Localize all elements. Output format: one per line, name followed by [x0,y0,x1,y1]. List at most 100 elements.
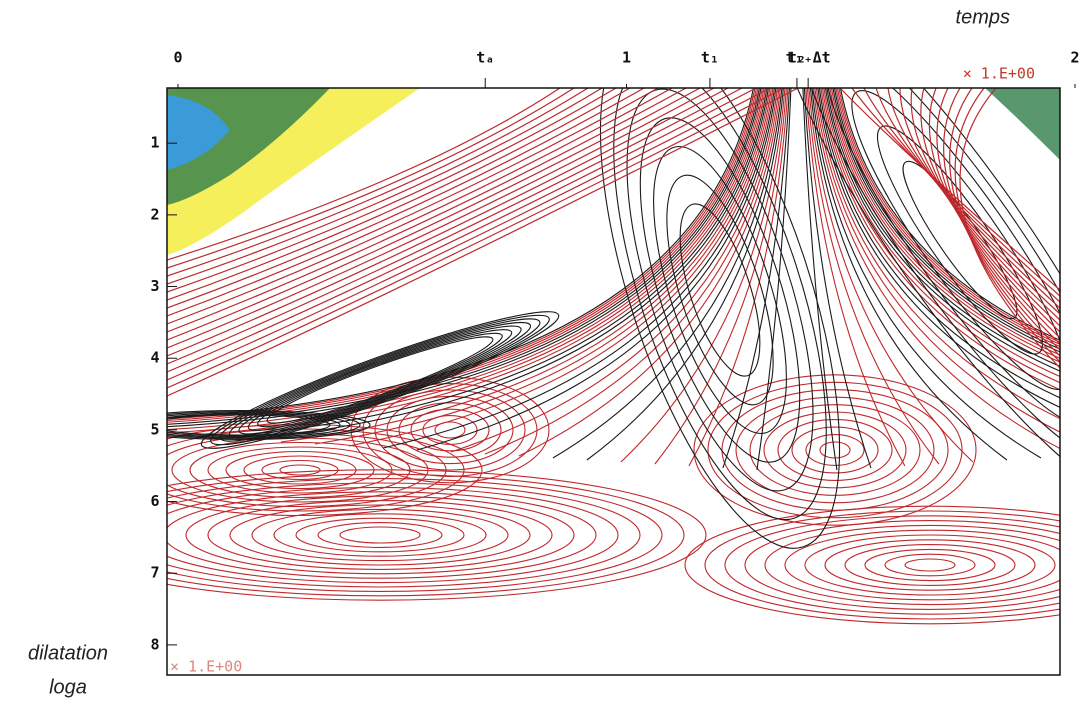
blue-region [167,95,230,170]
contour-line [167,88,759,423]
contour-line [167,88,743,365]
contour-line [639,117,801,463]
contour-line [735,396,935,504]
y-tick-label: 7 [150,564,159,582]
contour-line [599,88,841,549]
y-tick-label: 3 [150,277,159,295]
contour-line [200,311,560,449]
contour-line [167,88,729,357]
contour-line [744,520,1060,610]
contour-line [707,381,963,519]
contour-line [167,88,762,428]
contour-line [518,88,781,457]
contour-line [943,88,1060,351]
contour-line [167,478,663,592]
plot-frame [166,87,1061,676]
contour-line [225,450,375,490]
contour-line [679,203,761,377]
contour-line [279,464,321,476]
y-tick-label: 4 [150,349,159,367]
contour-line [167,88,799,397]
contour-line [207,446,393,494]
contour-line [954,88,1060,363]
contour-line [805,433,865,467]
contour-line [802,88,838,471]
contour-line [920,88,1060,333]
contour-line [167,482,641,588]
contour-line [246,88,769,441]
contour-line [167,88,757,373]
contour-line [820,88,1060,391]
green-region [985,88,1060,160]
x-tick-label: t₁₊Δt [786,49,831,67]
contour-line [167,88,756,420]
y-tick-label: 5 [150,420,159,438]
contour-line [167,88,659,317]
contour-line [243,455,357,485]
contour-line [666,174,774,406]
contour-line [815,88,1060,420]
y-tick-label: 2 [150,205,159,223]
contour-line [410,408,490,452]
contour-line [684,505,1060,625]
contour-line [185,495,575,575]
contour-line [167,410,371,440]
contour-line [791,426,879,474]
contour-line [167,473,685,597]
contour-line [552,88,783,459]
contour-line [902,160,1018,320]
contour-line [851,89,1060,391]
contour-line [833,88,1060,350]
contour-line [829,88,1060,359]
contour-line [756,88,792,471]
contour-line [167,88,589,277]
contour-line [839,88,1060,341]
contour-line [374,389,526,471]
contour-line [247,329,513,431]
contour-line [827,88,1060,363]
contour-line [825,88,1060,426]
contour-line [884,553,976,577]
contour-line [167,88,617,293]
contour-line [620,88,786,463]
x-tick-label: 2 [1070,49,1079,67]
contour-line [704,510,1060,620]
contour-line [693,374,977,526]
contour-line [398,402,502,458]
contour-line [936,88,1060,345]
contour-line [167,469,707,601]
contour-line [167,88,561,261]
contour-line [167,88,645,309]
contour-line [774,88,1060,497]
contour-line [416,88,777,451]
contour-line [167,88,757,421]
contour-line [653,145,787,435]
contour-line [821,88,1060,384]
contour-line [167,88,760,425]
contour-line [830,88,1060,356]
contour-line [317,522,443,548]
contour-line [167,414,331,436]
x-axis-title: temps [956,6,1010,28]
contour-line [838,88,1060,343]
contour-line [167,88,715,349]
contour-line [167,88,673,325]
contour-line [348,88,774,447]
x-tick-label: t₁ [701,49,719,67]
contour-line [167,428,465,512]
contour-line [805,88,906,467]
contour-line [167,413,341,437]
contour-line [273,513,487,557]
contour-line [167,486,619,584]
contour-line [295,517,465,553]
contour-line [836,88,1060,345]
contour-line [167,88,754,419]
y-axis-title: loga [49,676,87,698]
contour-line [844,544,1016,586]
contour-line [189,441,411,499]
contour-line [808,88,974,463]
contour-line [167,88,771,381]
contour-line [812,88,1060,450]
contour-line [904,558,956,572]
